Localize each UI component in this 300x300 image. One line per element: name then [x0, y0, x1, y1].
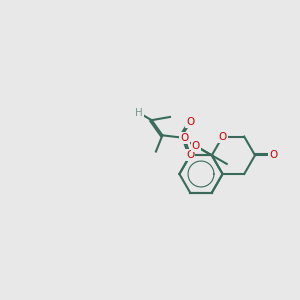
Text: O: O	[186, 150, 194, 160]
Text: O: O	[269, 150, 278, 160]
Text: O: O	[218, 132, 227, 142]
Text: H: H	[135, 108, 142, 118]
Text: O: O	[192, 141, 200, 151]
Text: O: O	[186, 117, 195, 127]
Text: O: O	[180, 133, 188, 143]
